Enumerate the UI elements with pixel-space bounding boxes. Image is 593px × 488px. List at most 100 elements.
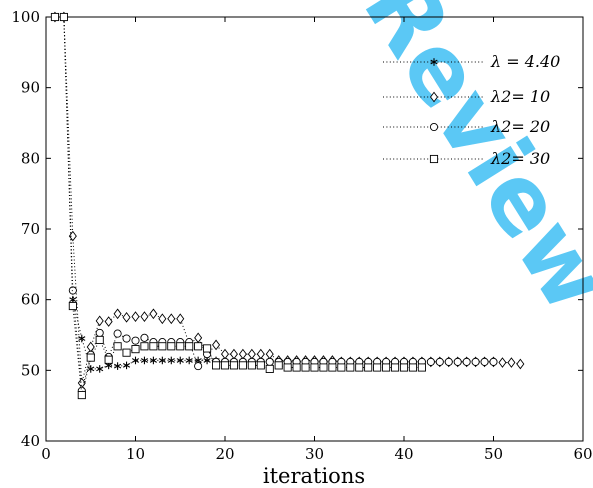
data-point-circle [131, 336, 140, 345]
data-point-asterisk [78, 334, 86, 343]
data-point-square [301, 363, 310, 372]
data-point-square [337, 363, 346, 372]
data-point-diamond [122, 311, 131, 323]
data-point-diamond [229, 348, 238, 360]
data-point-square [158, 342, 167, 351]
data-point-square [238, 361, 247, 370]
data-point-diamond [104, 316, 113, 327]
legend-label: λ2= 30 [490, 149, 550, 168]
data-point-square [408, 363, 418, 372]
series-line [55, 16, 422, 396]
legend-label: λ2= 10 [490, 87, 550, 106]
data-point-square [140, 342, 149, 351]
data-point-circle [140, 333, 149, 342]
data-point-square [274, 361, 283, 370]
series-layer [50, 11, 525, 400]
data-point-asterisk [185, 356, 193, 365]
x-tick-label: 60 [573, 445, 592, 463]
data-point-square [283, 363, 292, 372]
data-point-diamond [247, 348, 256, 360]
x-tick-label: 30 [305, 445, 324, 463]
x-tick-label: 50 [484, 445, 503, 463]
data-point-square [194, 342, 203, 351]
y-tick-label: 90 [21, 79, 40, 97]
data-point-diamond [507, 357, 516, 368]
data-point-square [86, 353, 95, 362]
data-point-circle [453, 357, 462, 366]
data-point-circle [122, 334, 131, 343]
data-point-diamond [498, 357, 507, 368]
data-point-circle [265, 357, 274, 366]
data-point-diamond [212, 339, 221, 351]
data-point-square [391, 363, 400, 372]
data-point-diamond [429, 91, 439, 103]
data-point-circle [429, 122, 439, 132]
data-point-asterisk [96, 365, 104, 373]
legend: λ = 4.40 λ2= 10 λ2= 20 λ2= 30 [383, 52, 560, 168]
y-tick-label: 50 [21, 361, 40, 379]
data-point-square [50, 12, 59, 22]
legend-label: λ = 4.40 [490, 52, 560, 71]
data-point-diamond [256, 348, 265, 360]
y-tick-label: 80 [21, 149, 40, 167]
data-point-square [229, 361, 239, 370]
data-point-diamond [68, 230, 77, 242]
data-point-diamond [158, 313, 167, 325]
data-point-circle [489, 357, 498, 366]
data-point-square [373, 363, 382, 372]
data-point-square [319, 363, 328, 372]
series-square [50, 12, 426, 400]
data-point-diamond [194, 332, 203, 344]
data-point-circle [426, 357, 435, 366]
legend-label: λ2= 20 [490, 117, 550, 136]
data-point-square [417, 363, 426, 372]
data-point-square [95, 335, 104, 344]
x-tick-label: 20 [215, 445, 234, 463]
x-tick-label: 40 [394, 445, 413, 463]
legend-entry: λ2= 30 [383, 149, 550, 168]
data-point-circle [435, 357, 444, 366]
data-point-square [310, 363, 319, 372]
data-point-asterisk [167, 356, 175, 365]
data-point-square [176, 342, 185, 351]
data-point-circle [113, 329, 122, 338]
data-point-square [364, 363, 373, 372]
data-point-circle [444, 357, 453, 366]
data-point-asterisk [430, 58, 438, 66]
data-point-diamond [238, 348, 247, 360]
data-point-square [328, 363, 337, 372]
y-tick-label: 60 [21, 291, 40, 309]
data-point-square [185, 342, 194, 351]
data-point-asterisk [158, 356, 166, 365]
data-point-square [149, 342, 158, 351]
data-point-circle [462, 357, 471, 366]
data-point-square [167, 342, 176, 351]
data-point-square [113, 342, 122, 351]
axis-ticks: 0 10 20 30 40 50 60 40 50 60 70 80 90 100 [11, 8, 592, 463]
y-tick-label: 70 [21, 220, 40, 238]
data-point-asterisk [114, 362, 122, 370]
data-point-asterisk [131, 356, 140, 365]
data-point-diamond [516, 358, 525, 370]
data-point-circle [471, 357, 480, 366]
data-point-diamond [95, 315, 104, 327]
data-point-square [265, 364, 274, 373]
data-point-square [68, 301, 77, 311]
data-point-square [59, 12, 68, 22]
legend-entry: λ2= 10 [383, 87, 550, 106]
series-line [55, 16, 422, 370]
data-point-square [203, 344, 212, 353]
data-point-asterisk [176, 356, 184, 365]
data-point-diamond [176, 313, 185, 325]
data-point-square [429, 154, 439, 164]
data-point-asterisk [140, 356, 149, 365]
y-tick-label: 100 [11, 8, 40, 26]
data-point-square [346, 363, 355, 372]
data-point-square [247, 361, 256, 370]
data-point-square [131, 345, 140, 354]
data-point-square [77, 391, 86, 400]
legend-entry: λ2= 20 [383, 117, 550, 136]
data-point-square [104, 355, 113, 364]
data-point-asterisk [122, 361, 131, 370]
